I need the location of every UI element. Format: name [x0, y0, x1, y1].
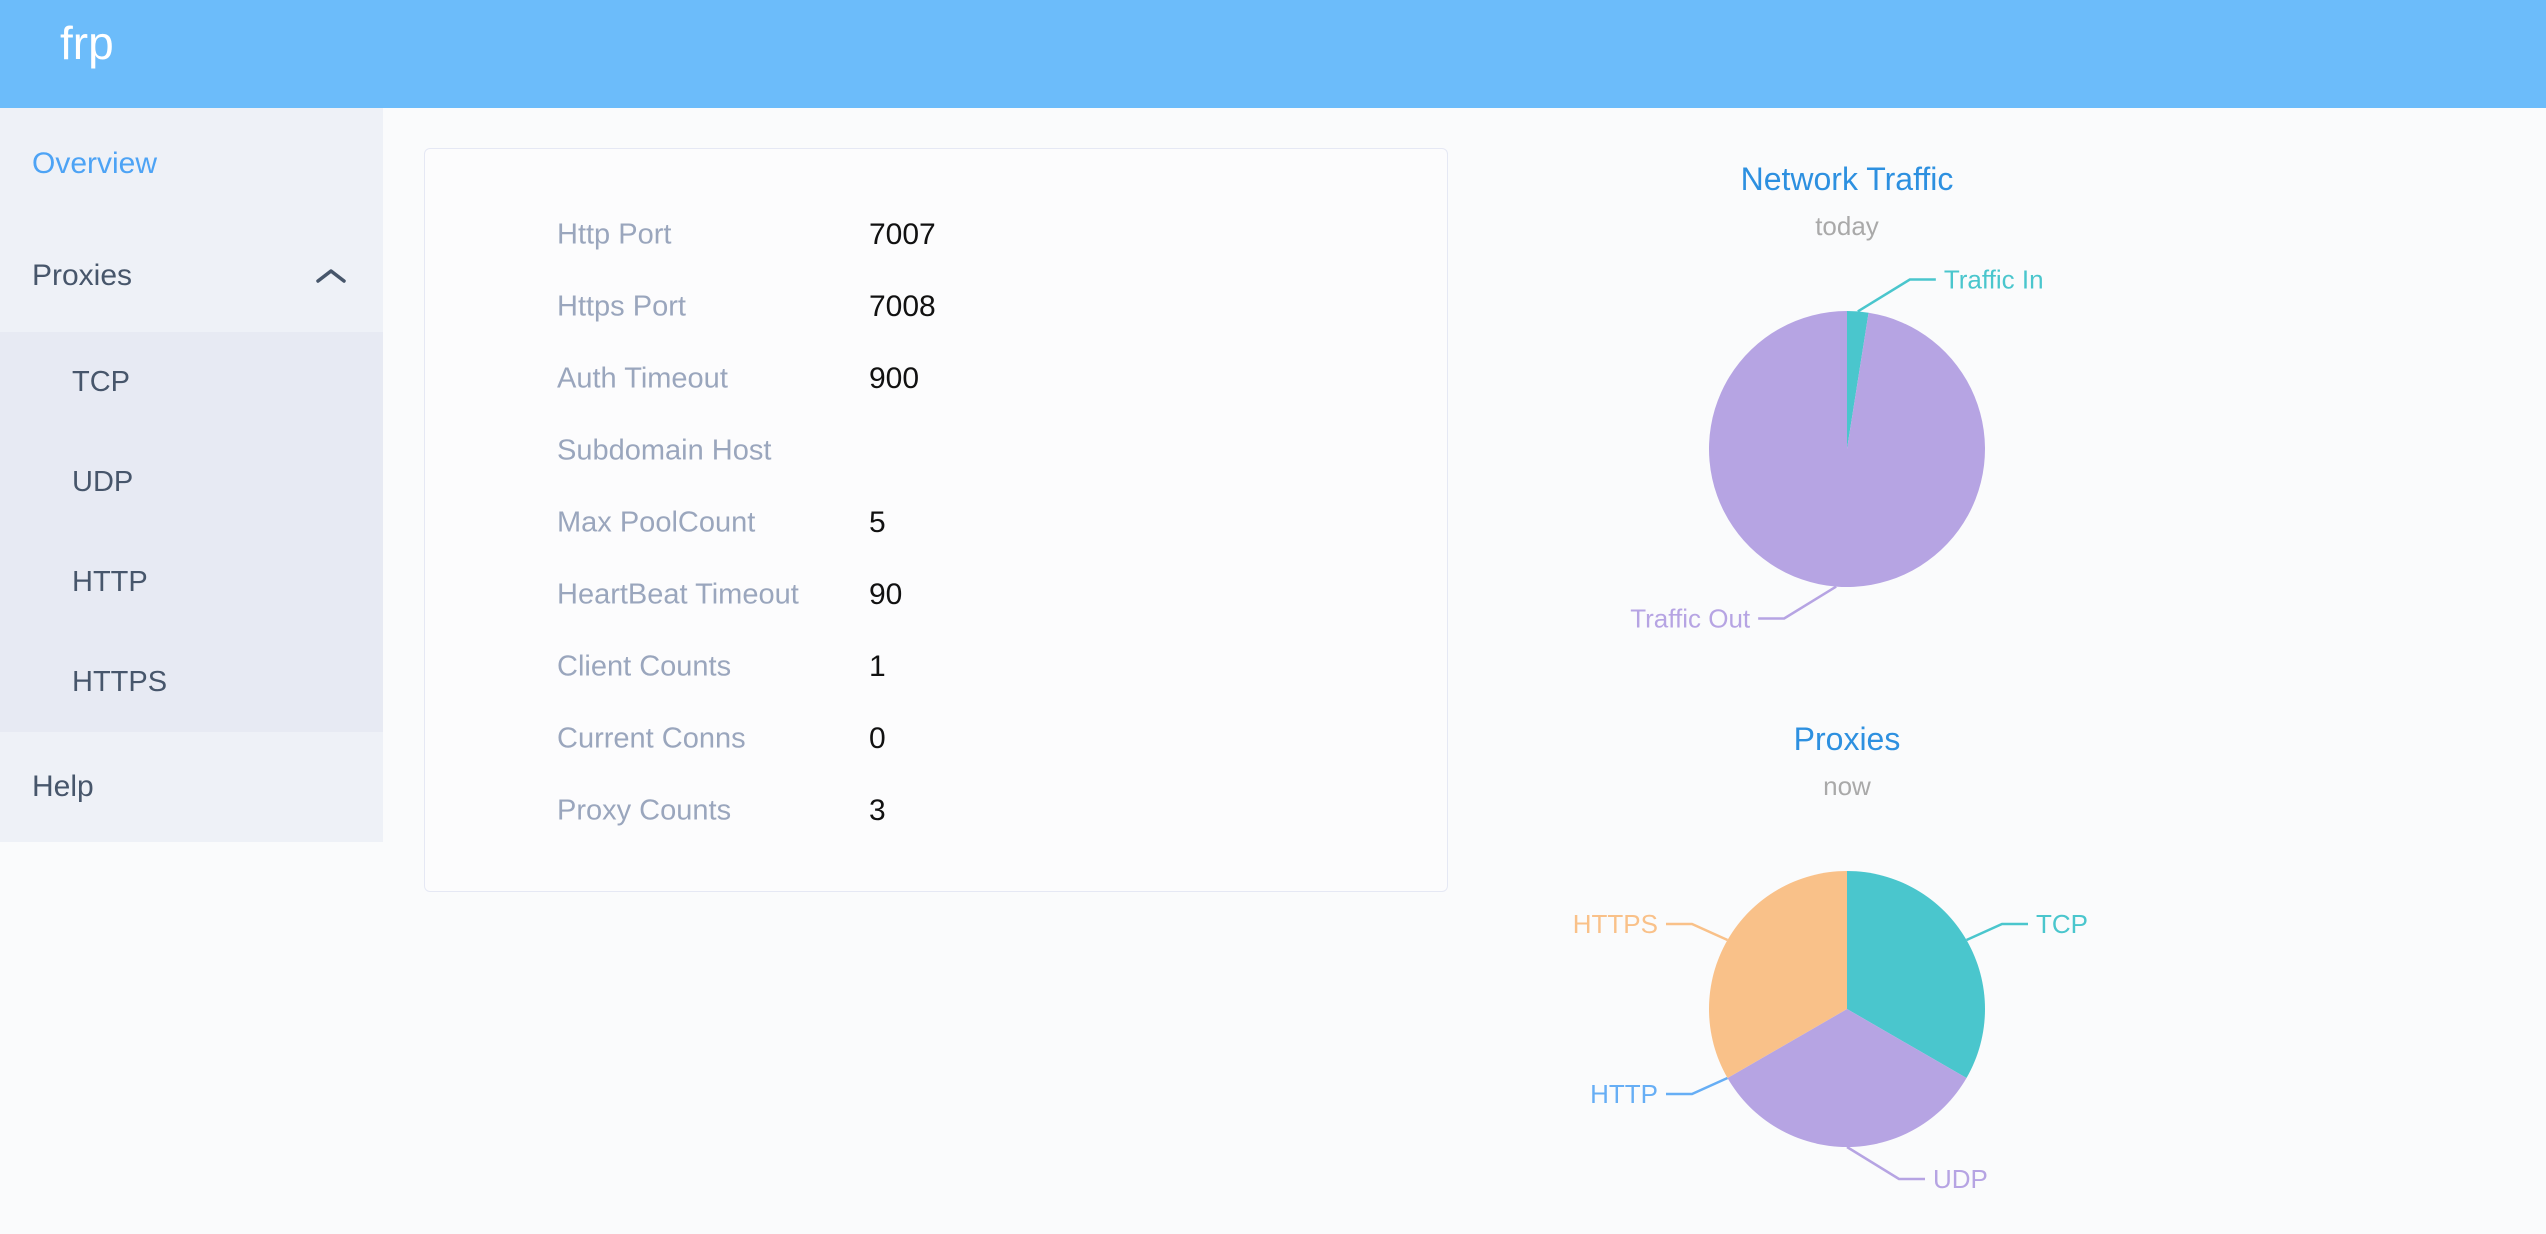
sidebar-item-label: Help: [32, 770, 94, 803]
info-label: Auth Timeout: [557, 362, 728, 395]
sidebar-item-udp[interactable]: UDP: [0, 432, 383, 532]
info-row-client-counts: Client Counts 1: [425, 631, 1447, 703]
pie-label-line-https: [1666, 922, 1729, 942]
info-value: 90: [869, 578, 903, 611]
sidebar-menu: Overview Proxies TCP UDP HTTP HT: [0, 108, 383, 842]
pie-slice-traffic-in[interactable]: [1847, 311, 1869, 449]
sidebar-item-label: HTTPS: [72, 665, 168, 698]
info-value: 7008: [869, 290, 936, 323]
sidebar-item-tcp[interactable]: TCP: [0, 332, 383, 432]
pie-label-https: HTTPS: [1573, 909, 1658, 939]
pie-slice-udp[interactable]: [1727, 1009, 1967, 1147]
pie-label-line-http: [1666, 1076, 1729, 1096]
pie-label-line-udp: [1846, 1145, 1925, 1181]
sidebar-item-help[interactable]: Help: [0, 732, 383, 842]
info-row-subdomain-host: Subdomain Host: [425, 415, 1447, 487]
pie-label-http: HTTP: [1590, 1079, 1658, 1109]
pie-slice-tcp[interactable]: [1847, 871, 1985, 1078]
chart-title: Proxies: [1793, 721, 1901, 757]
pie-label-line-traffic-out: [1758, 585, 1837, 620]
proxies-submenu: TCP UDP HTTP HTTPS: [0, 332, 383, 732]
app-header: frp: [0, 0, 2546, 108]
pie-label-udp: UDP: [1933, 1164, 1988, 1194]
pie-label-traffic-in: Traffic In: [1944, 265, 2044, 295]
pie-slice-traffic-out[interactable]: [1708, 311, 1985, 588]
info-row-auth-timeout: Auth Timeout 900: [425, 343, 1447, 415]
sidebar-item-label: TCP: [72, 365, 130, 398]
info-row-https-port: Https Port 7008: [425, 271, 1447, 343]
app-logo: frp: [60, 17, 114, 69]
info-label: Https Port: [557, 290, 686, 323]
sidebar-item-proxies[interactable]: Proxies: [0, 220, 383, 332]
info-value: 7007: [869, 218, 936, 251]
info-label: Proxy Counts: [557, 794, 732, 827]
proxies-chart: Proxies now TCP UDP HTTP HTTPS: [1497, 710, 2197, 1210]
sidebar-item-label: HTTP: [72, 565, 148, 598]
info-row-heartbeat-timeout: HeartBeat Timeout 90: [425, 559, 1447, 631]
sidebar-item-overview[interactable]: Overview: [0, 108, 383, 220]
info-label: Subdomain Host: [557, 434, 772, 467]
server-info-card: Http Port 7007 Https Port 7008 Auth Time…: [424, 148, 1448, 892]
chevron-up-icon: [316, 269, 346, 283]
info-label: Http Port: [557, 218, 672, 251]
pie-label-line-traffic-in: [1857, 278, 1936, 313]
chart-title: Network Traffic: [1740, 161, 1954, 197]
sidebar-item-label: Proxies: [32, 259, 133, 292]
info-row-proxy-counts: Proxy Counts 3: [425, 775, 1447, 847]
info-label: Max PoolCount: [557, 506, 756, 539]
sidebar-item-http[interactable]: HTTP: [0, 532, 383, 632]
sidebar-item-https[interactable]: HTTPS: [0, 632, 383, 732]
info-value: 1: [869, 650, 886, 683]
info-row-max-poolcount: Max PoolCount 5: [425, 487, 1447, 559]
sidebar: Overview Proxies TCP UDP HTTP HT: [0, 108, 383, 1234]
network-traffic-pie: Traffic In Traffic Out: [1630, 265, 2044, 634]
info-row-current-conns: Current Conns 0: [425, 703, 1447, 775]
pie-slice-https[interactable]: [1709, 871, 1847, 1078]
pie-label-line-tcp: [1965, 922, 2028, 942]
chart-subtitle: today: [1815, 211, 1879, 241]
pie-label-tcp: TCP: [2036, 909, 2088, 939]
info-label: Current Conns: [557, 722, 746, 755]
info-value: 3: [869, 794, 886, 827]
chart-subtitle: now: [1823, 771, 1871, 801]
info-row-http-port: Http Port 7007: [425, 199, 1447, 271]
sidebar-item-label: UDP: [72, 465, 134, 498]
proxies-pie: TCP UDP HTTP HTTPS: [1573, 871, 2088, 1194]
network-traffic-chart: Network Traffic today Traffic In Traffic …: [1497, 150, 2197, 650]
info-value: 900: [869, 362, 920, 395]
info-label: Client Counts: [557, 650, 732, 683]
info-label: HeartBeat Timeout: [557, 578, 799, 611]
info-value: 5: [869, 506, 886, 539]
pie-label-traffic-out: Traffic Out: [1630, 603, 1751, 633]
sidebar-item-label: Overview: [32, 147, 158, 180]
info-value: 0: [869, 722, 886, 755]
